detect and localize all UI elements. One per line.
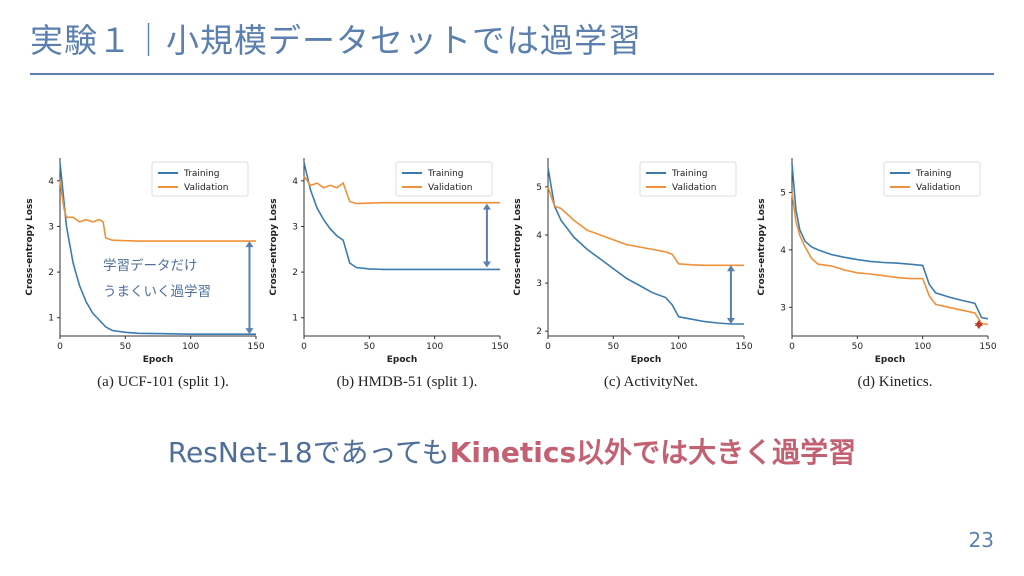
y-tick-label: 4 [48,177,54,187]
y-tick-label: 5 [536,183,542,193]
x-axis-label: Epoch [631,355,662,365]
x-tick-label: 100 [182,342,199,352]
chart-kinetics: 0 50 100 150 3 4 5 Epoch Cross-entropy Loss Train… [752,150,997,365]
y-tick-label: 2 [48,268,54,278]
series-line-validation [59,180,256,242]
x-tick-label: 150 [247,342,264,352]
series-line-training [547,167,744,325]
x-tick-label: 150 [735,342,752,352]
x-tick-label: 0 [545,342,551,352]
legend-label: Training [427,169,464,179]
gap-arrow-head-top [482,203,491,210]
y-axis-label: Cross-entropy Loss [757,198,767,295]
x-axis-label: Epoch [143,355,174,365]
overfitting-note: 学習データだけ うまくいく過学習 [103,253,211,305]
overfitting-note-line1: 学習データだけ [103,258,198,274]
gap-arrow-head-bottom [482,261,491,268]
series-line-training [59,162,256,335]
y-tick-label: 4 [536,231,542,241]
caption-activitynet: (c) ActivityNet. [603,374,699,390]
gap-arrow-head-bottom [245,328,254,335]
y-tick-label: 3 [48,222,54,232]
legend-label: Validation [916,183,960,193]
series-line-validation [791,192,989,326]
x-tick-label: 0 [789,342,795,352]
y-tick-label: 4 [292,177,298,187]
chart-hmdb51: 0 50 100 150 1 2 3 4 Epoch Cross-entropy Loss Trai… [264,150,509,365]
x-tick-label: 50 [364,342,376,352]
gap-arrow-head-bottom [726,317,735,324]
y-axis-label: Cross-entropy Loss [513,198,523,295]
conclusion-accent: Kinetics以外では大きく過学習 [449,436,857,469]
y-axis-label: Cross-entropy Loss [269,198,279,295]
series-line-training [791,163,989,320]
caption-hmdb51: (b) HMDB-51 (split 1). [336,374,478,390]
conclusion-plain: ResNet-18であっても [167,436,450,469]
chart-ucf101: 0 50 100 150 1 2 3 4 Epoch Cross-entropy Loss Trai… [20,150,265,365]
x-axis-label: Epoch [387,355,418,365]
x-tick-label: 0 [57,342,63,352]
legend-label: Training [671,169,708,179]
y-tick-label: 4 [780,246,786,256]
caption-ucf101: (a) UCF-101 (split 1). [97,374,229,390]
y-tick-label: 2 [292,268,298,278]
chart-svg: 0 50 100 150 1 2 3 4 Epoch Cross-entropy Loss Trai… [25,158,265,365]
page-number: 23 [968,528,994,552]
chart-svg: 0 50 100 150 2 3 4 5 Epoch Cross-entropy Loss Trai… [513,158,753,365]
x-tick-label: 100 [670,342,687,352]
x-tick-label: 150 [979,342,996,352]
gap-arrow-head-top [726,265,735,272]
x-tick-label: 50 [852,342,864,352]
series-line-validation [547,186,744,267]
gap-arrow-head-top [245,241,254,248]
y-tick-label: 1 [48,314,54,324]
y-tick-label: 2 [536,327,542,337]
x-tick-label: 100 [426,342,443,352]
y-tick-label: 1 [292,314,298,324]
chart-svg: 0 50 100 150 3 4 5 Epoch Cross-entropy Loss Train… [757,158,997,365]
y-tick-label: 3 [780,303,786,313]
y-axis-label: Cross-entropy Loss [25,198,35,295]
x-tick-label: 100 [914,342,931,352]
legend-label: Validation [184,183,228,193]
series-line-training [303,162,500,271]
overfitting-note-line2: うまくいく過学習 [103,284,211,300]
y-tick-label: 5 [780,188,786,198]
x-tick-label: 150 [491,342,508,352]
legend-label: Validation [672,183,716,193]
x-tick-label: 50 [608,342,620,352]
conclusion: ResNet-18であってもKinetics以外では大きく過学習 [0,431,1024,471]
chart-activitynet: 0 50 100 150 2 3 4 5 Epoch Cross-entropy Loss Trai… [508,150,753,365]
gap-arrow-head-bottom [974,323,983,330]
y-tick-label: 3 [292,222,298,232]
y-tick-label: 3 [536,279,542,289]
x-axis-label: Epoch [875,355,906,365]
slide-title: 実験１｜小規模データセットでは過学習 [30,21,642,60]
chart-svg: 0 50 100 150 1 2 3 4 Epoch Cross-entropy Loss Trai… [269,158,509,365]
series-line-validation [303,175,500,205]
x-tick-label: 0 [301,342,307,352]
x-tick-label: 50 [120,342,132,352]
legend-label: Validation [428,183,472,193]
legend-label: Training [183,169,220,179]
caption-kinetics: (d) Kinetics. [857,374,933,390]
legend-label: Training [915,169,952,179]
title-underline [30,73,994,75]
